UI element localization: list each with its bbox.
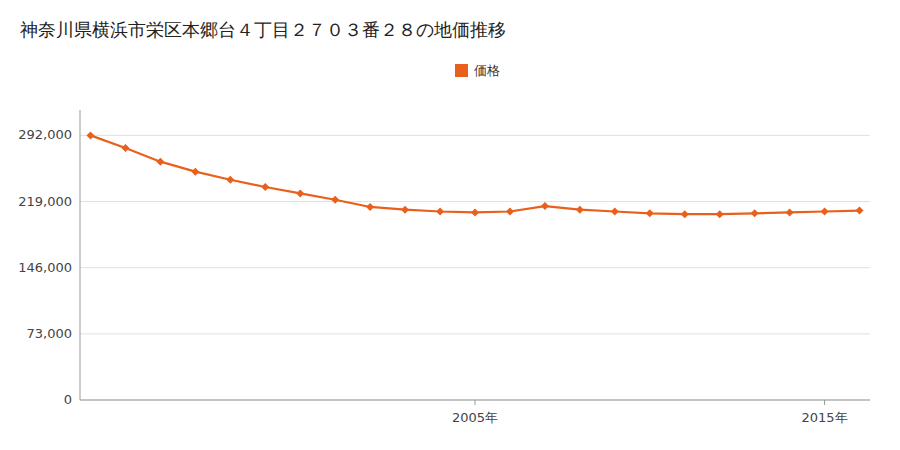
- y-tick-label: 292,000: [18, 127, 72, 142]
- marker: [646, 209, 654, 217]
- y-tick-label: 219,000: [18, 194, 72, 209]
- chart-svg: 神奈川県横浜市栄区本郷台４丁目２７０３番２８の地価推移 0 73,000 146,00…: [0, 0, 900, 450]
- y-tick-label: 146,000: [18, 260, 72, 275]
- y-axis-line: [80, 110, 81, 400]
- plot-area: [86, 131, 863, 218]
- marker: [751, 209, 759, 217]
- marker: [296, 189, 304, 197]
- marker: [436, 208, 444, 216]
- marker: [506, 208, 514, 216]
- axes: 0 73,000 146,000 219,000 292,000 2005年 2015年: [18, 110, 870, 425]
- marker: [121, 144, 129, 152]
- marker: [576, 206, 584, 214]
- legend-swatch: [455, 64, 468, 77]
- marker: [366, 203, 374, 211]
- page: {"chart_data": {"type": "line", "title":…: [0, 0, 900, 450]
- marker: [401, 206, 409, 214]
- y-tick-label: 73,000: [27, 326, 73, 341]
- legend: 価格: [455, 63, 500, 78]
- grid-line: [80, 135, 870, 136]
- marker: [611, 208, 619, 216]
- marker: [541, 202, 549, 210]
- legend-label: 価格: [474, 63, 500, 78]
- marker: [156, 158, 164, 166]
- marker: [856, 207, 864, 215]
- x-tick: [475, 400, 476, 405]
- marker: [821, 208, 829, 216]
- marker: [716, 210, 724, 218]
- grid-line: [80, 267, 870, 268]
- chart-container: 神奈川県横浜市栄区本郷台４丁目２７０３番２８の地価推移 0 73,000 146,00…: [0, 0, 900, 450]
- marker: [786, 208, 794, 216]
- marker: [331, 196, 339, 204]
- y-tick-label: 0: [64, 392, 72, 407]
- marker: [471, 208, 479, 216]
- line: [90, 135, 859, 214]
- marker: [226, 176, 234, 184]
- marker: [86, 131, 94, 139]
- grid-line: [80, 333, 870, 334]
- marker: [191, 168, 199, 176]
- grid-line: [80, 201, 870, 202]
- title: 神奈川県横浜市栄区本郷台４丁目２７０３番２８の地価推移: [20, 19, 506, 40]
- grid: [80, 135, 870, 400]
- marker: [681, 210, 689, 218]
- marker: [261, 183, 269, 191]
- x-tick-label: 2005年: [452, 410, 498, 425]
- x-tick-label: 2015年: [802, 410, 848, 425]
- x-tick: [824, 400, 825, 405]
